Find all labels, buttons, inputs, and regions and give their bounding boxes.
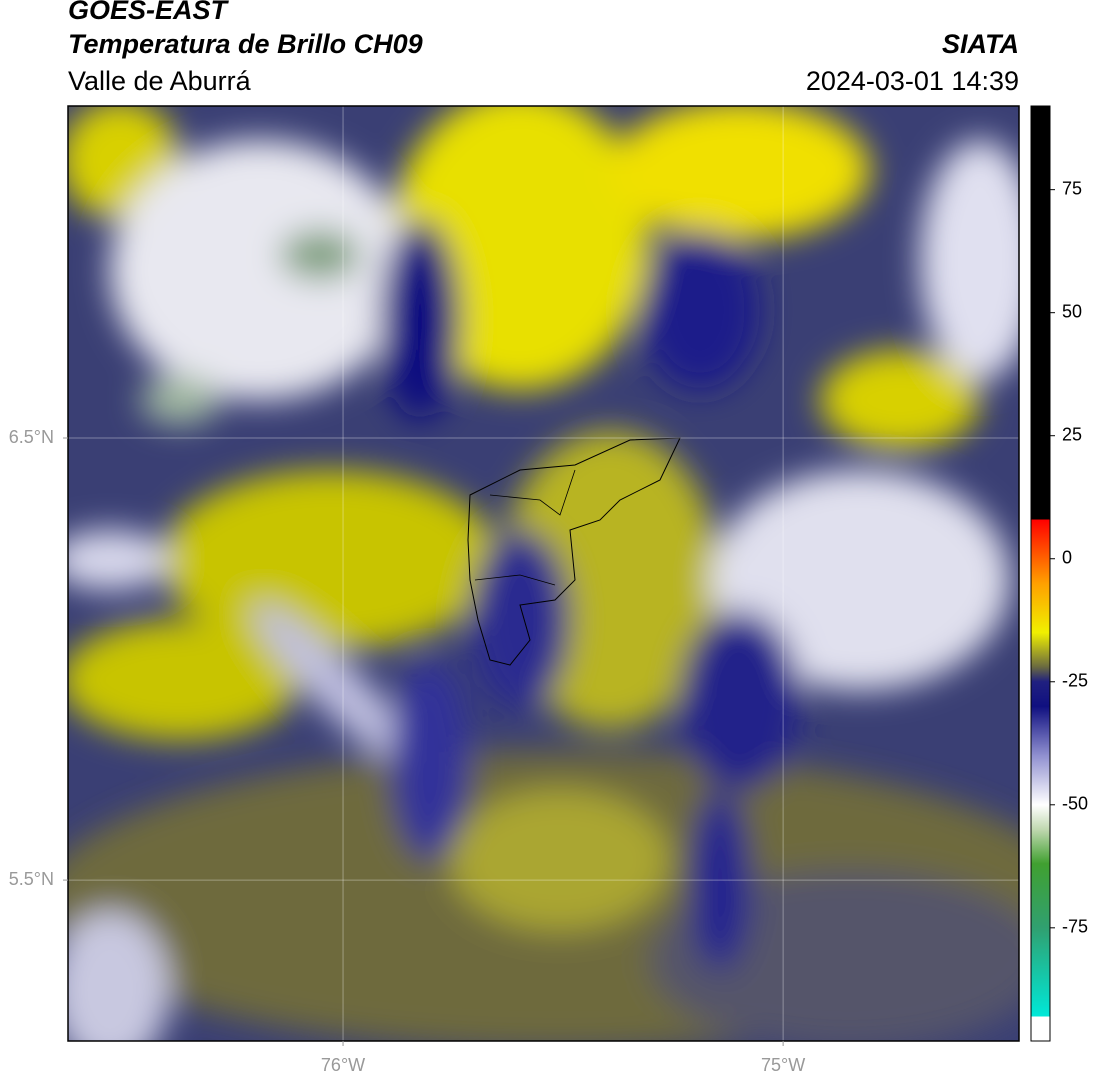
colorbar-tick-label: -25 (1062, 671, 1088, 691)
x-tick-label: 76°W (321, 1055, 365, 1075)
colorbar-tick-label: -75 (1062, 917, 1088, 937)
colorbar-tick-label: 0 (1062, 547, 1072, 567)
x-tick-label: 75°W (761, 1055, 805, 1075)
colorbar-tick-label: 25 (1062, 424, 1082, 444)
colorbar (1030, 105, 1051, 1042)
map-frame (67, 105, 1020, 1042)
subtitle: Temperatura de Brillo CH09 (68, 29, 423, 59)
colorbar-tick-label: 50 (1062, 301, 1082, 321)
colorbar-tick-label: -50 (1062, 794, 1088, 814)
source: SIATA (942, 29, 1019, 59)
title: GOES-EAST (68, 0, 230, 25)
y-tick-label: 6.5°N (9, 427, 54, 447)
satellite-image (68, 106, 1019, 1041)
y-tick-label: 5.5°N (9, 869, 54, 889)
datetime: 2024-03-01 14:39 (806, 66, 1019, 96)
region: Valle de Aburrá (68, 66, 252, 96)
colorbar-tick-label: 75 (1062, 178, 1082, 198)
